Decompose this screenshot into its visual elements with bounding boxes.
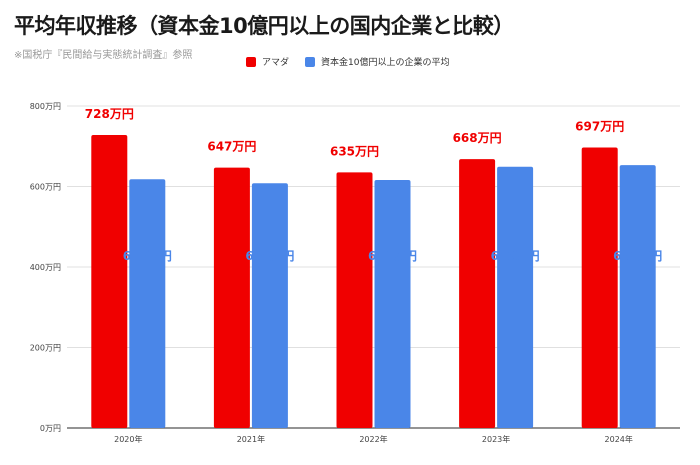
data-label-average: 649万円 (491, 249, 540, 263)
bar-amada (213, 167, 250, 428)
y-tick-label: 200万円 (30, 344, 61, 353)
chart-title: 平均年収推移（資本金10億円以上の国内企業と比較） (14, 14, 514, 38)
data-label-amada: 697万円 (575, 119, 624, 133)
bar-average (251, 183, 288, 428)
data-label-average: 653万円 (613, 249, 662, 263)
bar-average (619, 165, 656, 429)
bar-amada (91, 134, 128, 429)
legend-swatch-amada (246, 56, 256, 67)
x-tick-label: 2020年 (114, 434, 142, 444)
x-tick-label: 2022年 (359, 434, 387, 444)
x-tick-label: 2024年 (605, 434, 633, 444)
x-tick-label: 2021年 (237, 434, 265, 444)
data-label-average: 618万円 (123, 249, 172, 263)
legend-swatch-average (305, 56, 316, 67)
bar-amada (459, 159, 496, 428)
legend-label-average: 資本金10億円以上の企業の平均 (321, 58, 450, 68)
legend-label-amada: アマダ (262, 58, 290, 68)
legend-item-average: 資本金10億円以上の企業の平均 (305, 55, 449, 68)
y-tick-label: 0万円 (40, 424, 61, 433)
data-label-average: 616万円 (368, 249, 417, 263)
bar-amada (336, 172, 373, 428)
bar-average (129, 179, 166, 428)
legend-item-amada: アマダ (246, 55, 289, 68)
y-tick-label: 400万円 (30, 263, 61, 272)
data-label-amada: 668万円 (453, 131, 502, 145)
data-label-average: 608万円 (245, 249, 294, 263)
x-tick-label: 2023年 (482, 434, 510, 444)
data-label-amada: 635万円 (330, 144, 379, 158)
data-label-amada: 647万円 (207, 140, 256, 154)
y-tick-label: 800万円 (30, 102, 61, 111)
bar-average (497, 166, 534, 428)
chart-legend: アマダ 資本金10億円以上の企業の平均 (246, 55, 449, 68)
bar-average (374, 180, 411, 428)
data-label-amada: 728万円 (85, 107, 134, 121)
bar-amada (581, 147, 618, 428)
y-tick-label: 600万円 (30, 183, 61, 192)
chart-source-note: ※国税庁『民間給与実態統計調査』参照 (14, 50, 193, 61)
